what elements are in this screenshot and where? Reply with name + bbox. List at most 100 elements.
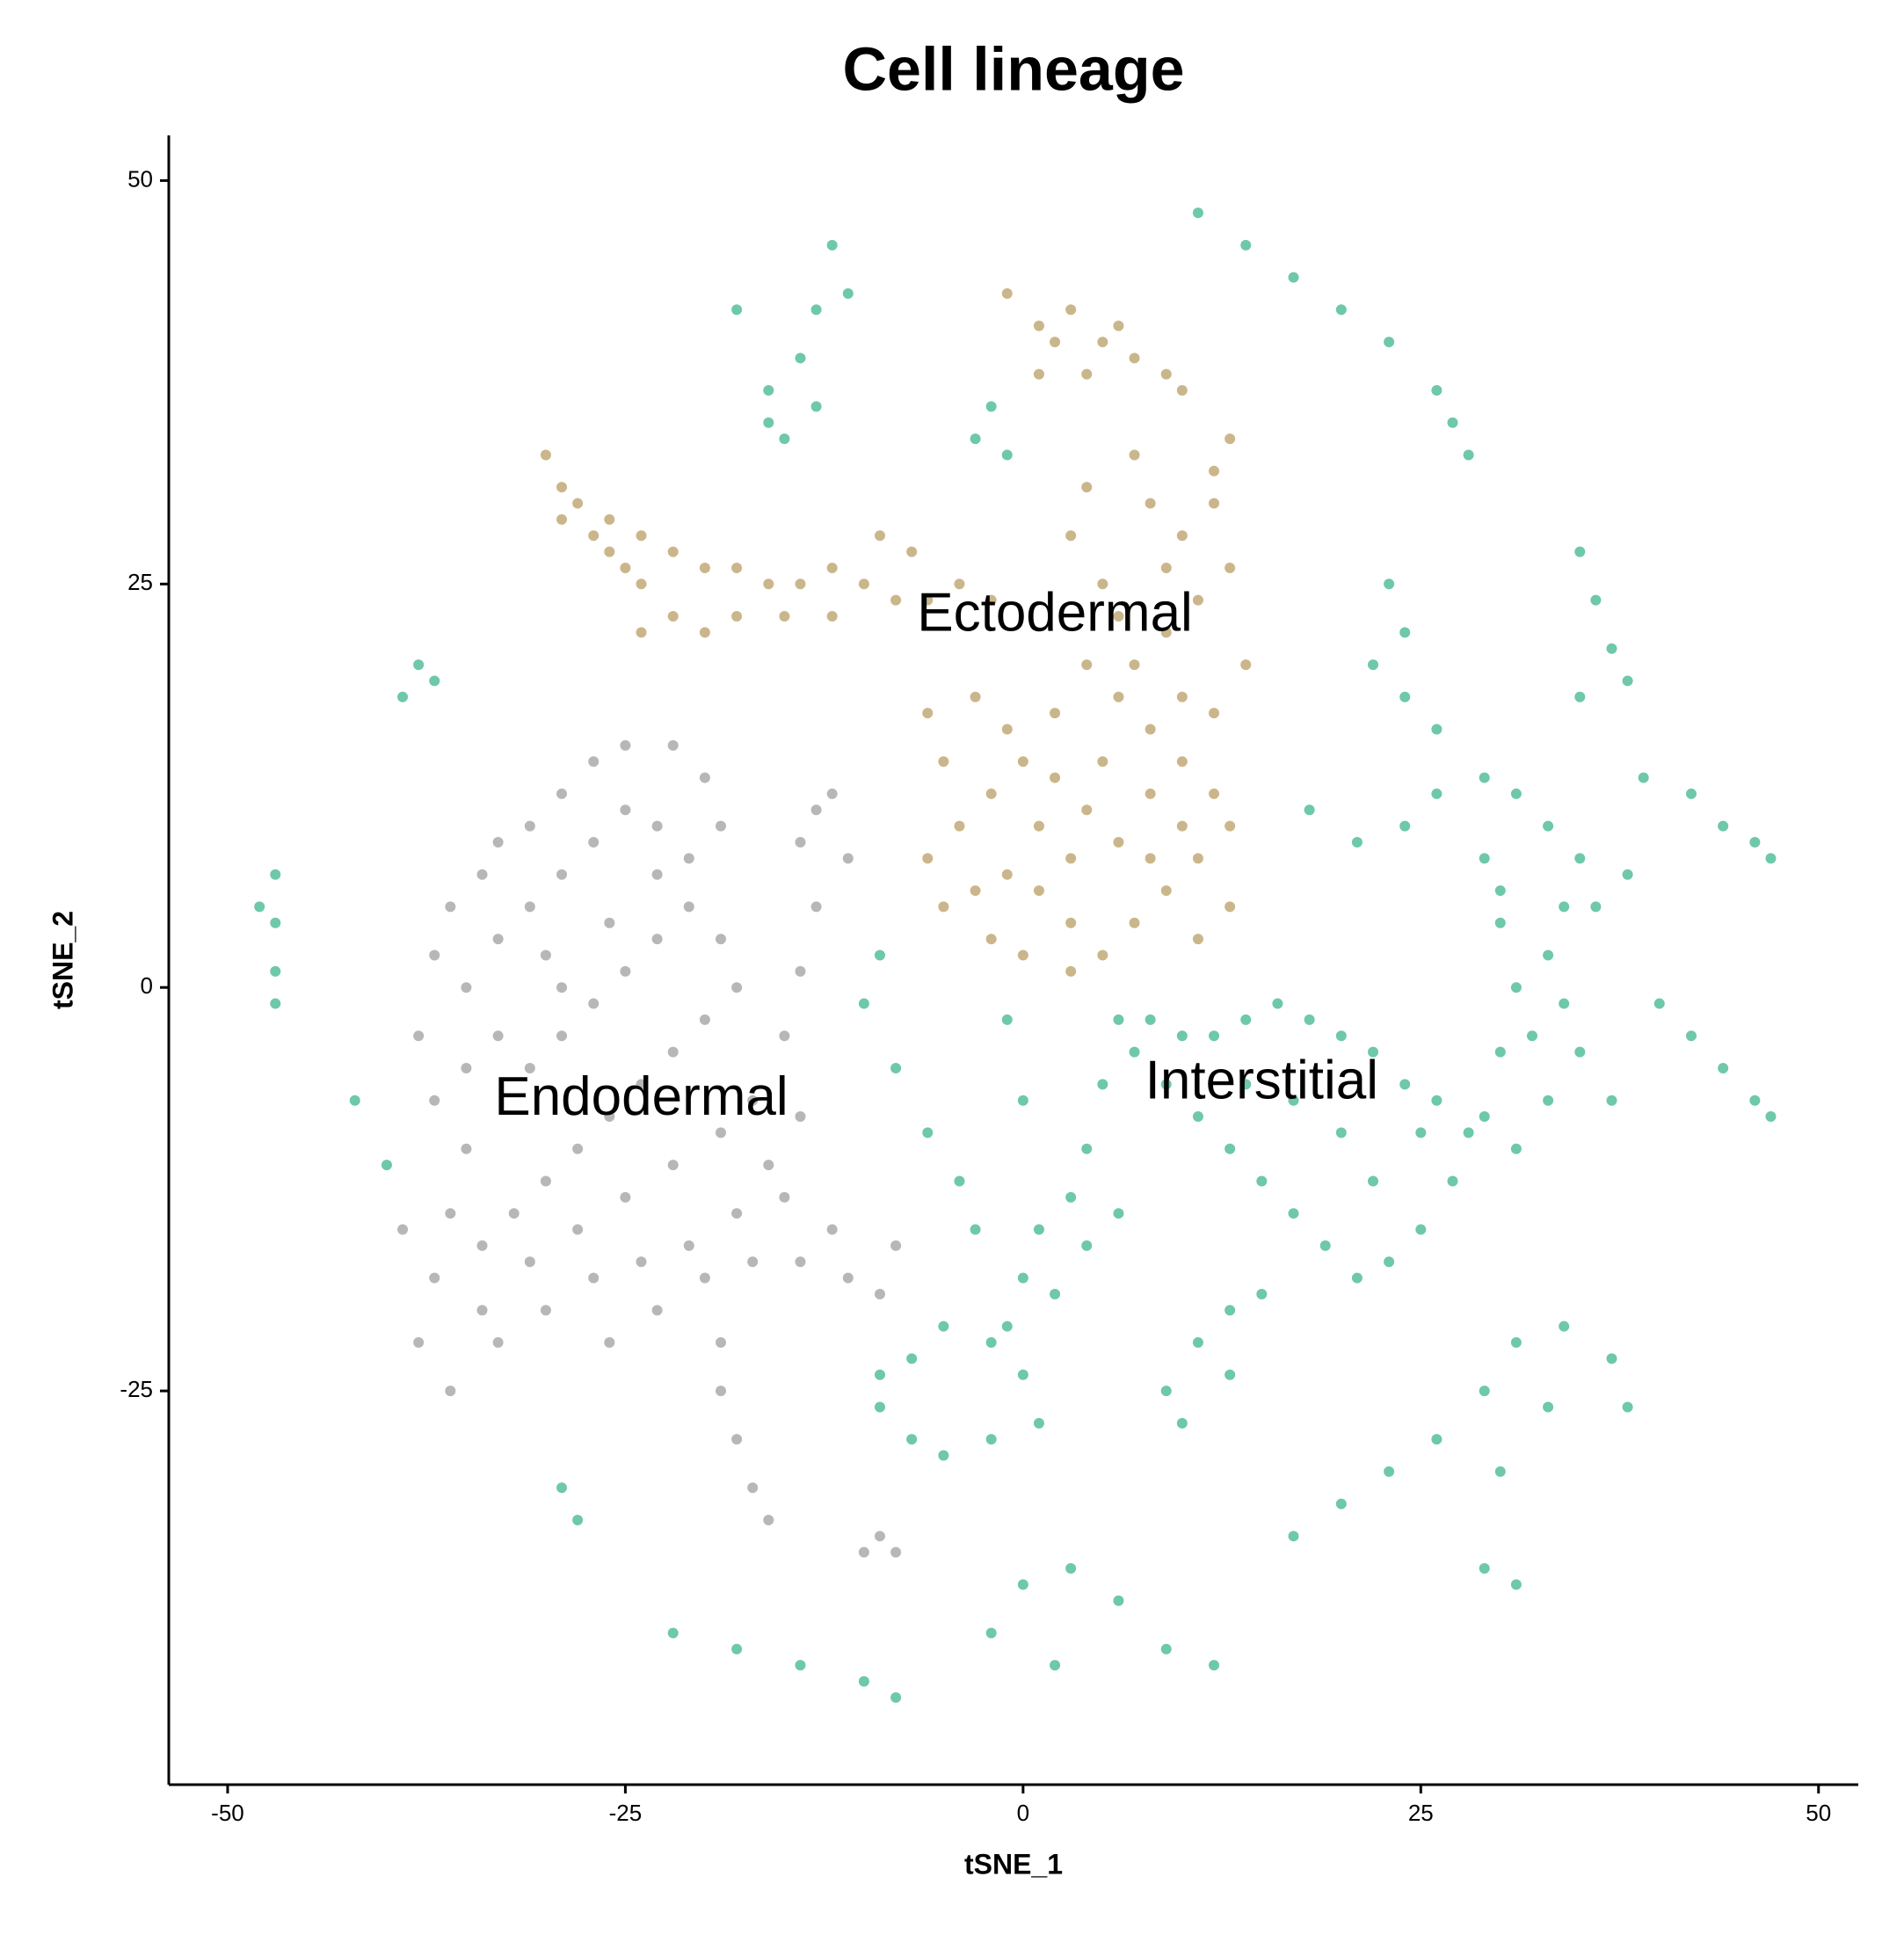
- point: [1225, 1305, 1236, 1316]
- point: [508, 1208, 520, 1219]
- point: [1001, 724, 1013, 735]
- point: [556, 482, 568, 493]
- point: [524, 820, 535, 832]
- point: [1192, 207, 1203, 219]
- point: [572, 1514, 584, 1525]
- point: [636, 627, 647, 638]
- point: [1749, 1095, 1761, 1106]
- point: [1160, 885, 1172, 897]
- point: [1033, 368, 1044, 380]
- point: [1081, 482, 1093, 493]
- point: [651, 869, 663, 880]
- point: [1685, 1030, 1697, 1042]
- point: [731, 304, 743, 316]
- point: [667, 739, 679, 751]
- point: [1559, 901, 1570, 913]
- point: [445, 1386, 456, 1397]
- point: [1192, 934, 1203, 945]
- point: [1129, 1046, 1140, 1058]
- point: [1065, 965, 1077, 977]
- point: [1384, 1466, 1395, 1477]
- point: [1033, 885, 1044, 897]
- point: [890, 1062, 902, 1073]
- point: [985, 1434, 997, 1445]
- point: [588, 756, 600, 767]
- y-axis-title: tSNE_2: [47, 911, 78, 1009]
- point: [1001, 449, 1013, 461]
- point: [270, 965, 281, 977]
- point: [636, 1079, 647, 1090]
- point: [970, 433, 981, 445]
- point: [1335, 1030, 1347, 1042]
- point: [1113, 611, 1124, 622]
- point: [524, 1256, 535, 1268]
- point: [1718, 820, 1729, 832]
- cluster-label: Interstitial: [1145, 1051, 1378, 1111]
- point: [1463, 449, 1474, 461]
- point: [779, 1191, 790, 1203]
- point: [874, 1288, 885, 1299]
- point: [954, 578, 965, 590]
- point: [890, 594, 902, 606]
- point: [1001, 869, 1013, 880]
- point: [1431, 385, 1443, 396]
- point: [254, 901, 265, 913]
- point: [938, 1450, 949, 1461]
- point: [1479, 772, 1490, 783]
- point: [1399, 1079, 1411, 1090]
- point: [461, 1143, 472, 1154]
- point: [1065, 1191, 1077, 1203]
- point: [1192, 1337, 1203, 1349]
- point: [938, 1320, 949, 1332]
- point: [922, 594, 934, 606]
- point: [1240, 1014, 1252, 1025]
- point: [1559, 1320, 1570, 1332]
- point: [1097, 578, 1108, 590]
- point: [985, 1627, 997, 1639]
- point: [1113, 320, 1124, 331]
- point: [1225, 433, 1236, 445]
- point: [1479, 1386, 1490, 1397]
- point: [826, 1224, 838, 1235]
- point: [763, 417, 774, 428]
- point: [1574, 546, 1586, 557]
- point: [1017, 1095, 1028, 1106]
- point: [1431, 1095, 1443, 1106]
- point: [747, 1482, 759, 1494]
- point: [1033, 1417, 1044, 1429]
- point: [795, 353, 806, 364]
- point: [492, 837, 504, 847]
- y-tick-label: 50: [127, 165, 153, 192]
- point: [1479, 1111, 1490, 1123]
- point: [1351, 1272, 1363, 1284]
- point: [1017, 949, 1028, 961]
- point: [1351, 837, 1363, 847]
- point: [476, 1305, 488, 1316]
- point: [604, 513, 615, 525]
- point: [476, 869, 488, 880]
- point: [985, 401, 997, 412]
- point: [445, 901, 456, 913]
- point: [842, 853, 854, 864]
- point: [540, 1305, 551, 1316]
- point: [683, 901, 694, 913]
- point: [763, 1160, 774, 1171]
- point: [556, 869, 568, 880]
- point: [556, 788, 568, 799]
- point: [1622, 675, 1633, 687]
- point: [1622, 869, 1633, 880]
- point: [540, 1175, 551, 1187]
- point: [667, 1627, 679, 1639]
- point: [731, 562, 743, 573]
- point: [1065, 304, 1077, 316]
- point: [1399, 820, 1411, 832]
- point: [1081, 1143, 1093, 1154]
- point: [1510, 1143, 1522, 1154]
- point: [1749, 837, 1761, 847]
- point: [985, 594, 997, 606]
- point: [699, 1272, 710, 1284]
- point: [715, 934, 726, 945]
- point: [1160, 562, 1172, 573]
- point: [906, 1353, 918, 1364]
